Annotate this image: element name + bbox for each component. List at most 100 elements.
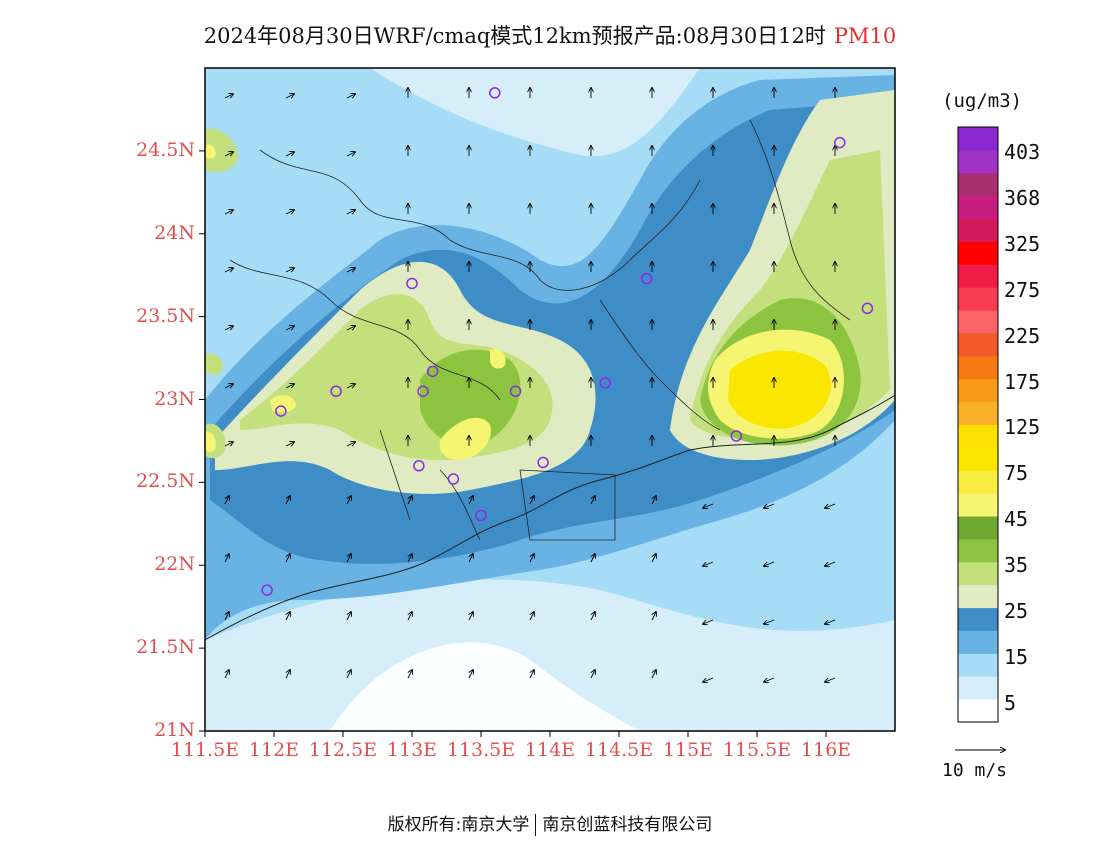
colorbar-label: 25 (1004, 599, 1029, 623)
colorbar-swatch (958, 241, 998, 265)
colorbar-label: 275 (1004, 277, 1041, 302)
colorbar-label: 175 (1004, 369, 1041, 394)
colorbar-label: 45 (1004, 507, 1029, 532)
lon-tick-label: 112E (248, 739, 300, 761)
wind-arrow (224, 442, 233, 446)
station-marker (599, 377, 611, 389)
colorbar-swatch (958, 127, 998, 151)
colorbar-label: 325 (1004, 231, 1041, 256)
wind-arrow (347, 612, 351, 621)
colorbar (957, 126, 999, 723)
wind-arrow (286, 670, 290, 679)
colorbar-label: 403 (1004, 140, 1041, 164)
wind-arrow (530, 670, 534, 679)
station-marker (261, 584, 273, 596)
wind-arrow (225, 496, 229, 505)
station-marker (417, 385, 429, 397)
station-marker (413, 460, 425, 472)
colorbar-frame (957, 126, 999, 723)
colorbar-swatch (958, 653, 998, 677)
wind-arrow (764, 561, 775, 566)
colorbar-swatch (958, 401, 998, 425)
wind-arrow (408, 496, 412, 505)
colorbar-swatch (958, 607, 998, 631)
station-marker (861, 302, 874, 315)
lon-tick-label: 115E (662, 739, 714, 761)
concentration-field (205, 68, 895, 731)
wind-reference-label: 10 m/s (942, 760, 1008, 781)
wind-arrow (346, 94, 355, 98)
wind-arrow (530, 554, 534, 563)
lat-tick-label: 23.5N (136, 304, 195, 327)
station-marker (406, 277, 418, 290)
copyright-footer: 版权所有:南京大学 南京创蓝科技有限公司 (0, 810, 1100, 836)
wind-arrow (764, 619, 775, 624)
wind-arrow (703, 503, 714, 508)
wind-arrow (347, 670, 351, 679)
station-marker (834, 136, 846, 149)
lat-tick-label: 24.5N (136, 138, 195, 161)
station-marker (330, 385, 342, 397)
wind-arrow (285, 152, 294, 156)
colorbar-swatch (958, 561, 998, 586)
colorbar-label: 125 (1004, 415, 1041, 440)
wind-arrow (224, 152, 233, 156)
wind-arrow (652, 554, 656, 563)
wind-arrow (591, 612, 595, 621)
wind-vectors (225, 88, 835, 682)
wind-arrow (764, 503, 775, 508)
wind-arrow (224, 326, 233, 330)
lon-tick-label: 114.5E (584, 739, 654, 761)
wind-arrow (285, 326, 294, 330)
lon-tick-label: 115.5E (722, 739, 792, 761)
wind-arrow (224, 210, 233, 214)
footer-right: 南京创蓝科技有限公司 (542, 815, 713, 835)
station-marker (537, 456, 549, 469)
wind-arrow (346, 210, 355, 214)
colorbar-swatch (958, 378, 998, 403)
axis-ticks (199, 150, 827, 737)
wind-arrow (225, 670, 229, 679)
wind-arrow (285, 268, 294, 272)
wind-arrow (346, 268, 355, 272)
colorbar-swatch (958, 355, 998, 380)
wind-arrow (285, 210, 294, 214)
wind-arrow (285, 94, 294, 98)
wind-arrow (224, 268, 233, 272)
map-title: 2024年08月30日WRF/cmaq模式12km预报产品:08月30日12时 P… (0, 20, 1100, 50)
station-marker (730, 430, 743, 442)
colorbar-swatch (958, 287, 998, 311)
lat-tick-label: 23N (154, 387, 195, 410)
colorbar-swatch (958, 516, 998, 540)
wind-arrow (285, 442, 294, 446)
wind-arrow (346, 326, 355, 330)
colorbar-swatch (958, 699, 998, 723)
colorbar-label: 368 (1004, 185, 1041, 210)
colorbar-swatch (958, 676, 998, 700)
colorbar-swatch (958, 424, 998, 448)
wind-arrow (224, 384, 233, 388)
colorbar-swatch (958, 538, 998, 563)
wind-arrow (652, 612, 656, 621)
wind-arrow (530, 496, 534, 505)
wind-arrow (224, 94, 233, 98)
wind-arrow (652, 670, 656, 679)
colorbar-label: 75 (1004, 461, 1029, 486)
wind-arrow (825, 619, 836, 624)
monitoring-stations (261, 87, 874, 596)
wind-arrow (469, 554, 473, 563)
wind-arrow (347, 554, 351, 563)
footer-left: 版权所有:南京大学 (387, 815, 530, 835)
colorbar-swatch (958, 310, 998, 334)
wind-arrow (408, 554, 412, 563)
wind-arrow (469, 612, 473, 621)
wind-arrow (347, 496, 351, 505)
wind-arrow (346, 152, 355, 156)
colorbar-label: 15 (1004, 644, 1029, 669)
wind-arrow (825, 503, 836, 508)
wind-arrow (225, 612, 229, 621)
lon-tick-label: 112.5E (308, 739, 378, 761)
station-marker (275, 405, 287, 417)
wind-arrow (591, 496, 595, 505)
